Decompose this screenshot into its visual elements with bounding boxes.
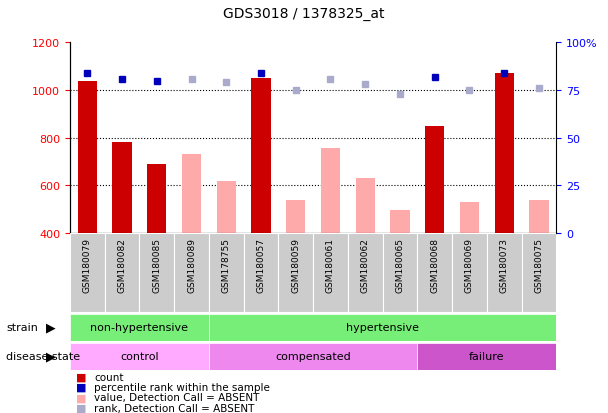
Bar <box>348 233 382 312</box>
Bar <box>356 179 375 233</box>
Text: ■: ■ <box>76 382 86 392</box>
Bar <box>313 233 348 312</box>
Bar <box>530 200 548 233</box>
Text: ■: ■ <box>76 392 86 402</box>
Text: GSM180061: GSM180061 <box>326 237 335 292</box>
Text: compensated: compensated <box>275 351 351 361</box>
Bar <box>495 74 514 233</box>
Bar <box>278 233 313 312</box>
Bar <box>139 233 174 312</box>
Text: failure: failure <box>469 351 505 361</box>
Bar <box>174 233 209 312</box>
Text: GSM180059: GSM180059 <box>291 237 300 292</box>
Bar <box>105 233 139 312</box>
Text: disease state: disease state <box>6 351 80 361</box>
Text: count: count <box>94 372 124 382</box>
Bar <box>70 343 209 370</box>
Bar <box>252 79 271 233</box>
Bar <box>147 164 167 233</box>
Bar <box>425 126 444 233</box>
Bar <box>244 233 278 312</box>
Text: ■: ■ <box>76 403 86 413</box>
Bar <box>216 181 236 233</box>
Text: strain: strain <box>6 322 38 332</box>
Text: hypertensive: hypertensive <box>346 322 419 332</box>
Bar <box>209 314 556 341</box>
Text: non-hypertensive: non-hypertensive <box>91 322 188 332</box>
Text: value, Detection Call = ABSENT: value, Detection Call = ABSENT <box>94 392 260 402</box>
Text: GSM180082: GSM180082 <box>117 237 126 292</box>
Bar <box>417 343 556 370</box>
Bar <box>112 143 131 233</box>
Bar <box>70 314 209 341</box>
Text: control: control <box>120 351 159 361</box>
Bar <box>382 233 417 312</box>
Text: GSM180073: GSM180073 <box>500 237 509 292</box>
Bar <box>522 233 556 312</box>
Text: GSM180085: GSM180085 <box>152 237 161 292</box>
Bar <box>70 233 105 312</box>
Text: GSM180089: GSM180089 <box>187 237 196 292</box>
Bar <box>78 81 97 233</box>
Bar <box>321 149 340 233</box>
Bar <box>209 233 244 312</box>
Text: GSM180057: GSM180057 <box>257 237 266 292</box>
Text: GSM180079: GSM180079 <box>83 237 92 292</box>
Bar <box>182 155 201 233</box>
Text: GSM178755: GSM178755 <box>222 237 231 292</box>
Text: GSM180065: GSM180065 <box>395 237 404 292</box>
Bar <box>286 200 305 233</box>
Text: GSM180068: GSM180068 <box>430 237 439 292</box>
Text: rank, Detection Call = ABSENT: rank, Detection Call = ABSENT <box>94 403 255 413</box>
Text: ■: ■ <box>76 372 86 382</box>
Bar <box>209 343 417 370</box>
Text: GSM180069: GSM180069 <box>465 237 474 292</box>
Text: GSM180075: GSM180075 <box>534 237 544 292</box>
Bar <box>460 202 479 233</box>
Text: ▶: ▶ <box>46 350 55 363</box>
Bar <box>417 233 452 312</box>
Bar <box>390 211 410 233</box>
Bar <box>452 233 487 312</box>
Text: percentile rank within the sample: percentile rank within the sample <box>94 382 270 392</box>
Text: GSM180062: GSM180062 <box>361 237 370 292</box>
Text: ▶: ▶ <box>46 321 55 334</box>
Bar <box>487 233 522 312</box>
Text: GDS3018 / 1378325_at: GDS3018 / 1378325_at <box>223 7 385 21</box>
